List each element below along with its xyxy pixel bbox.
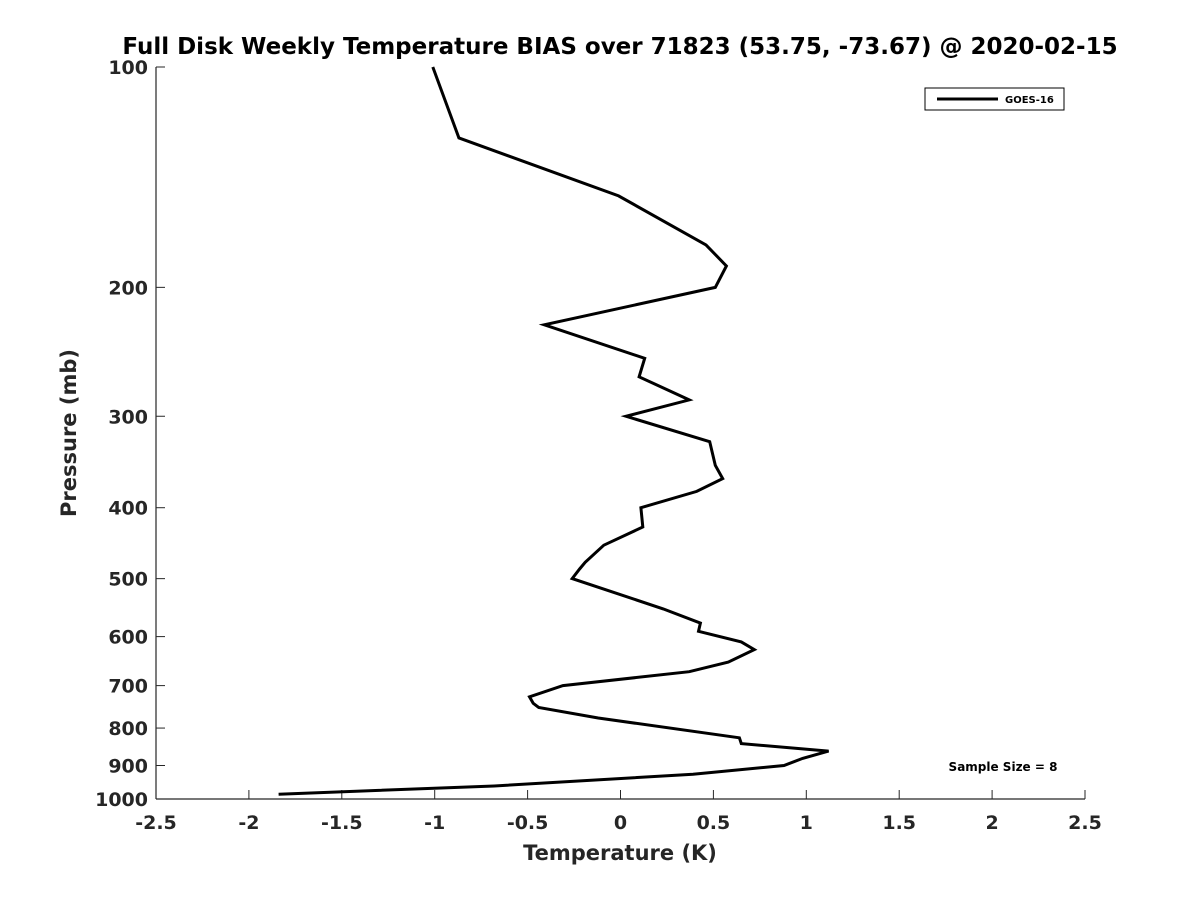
sample-size-annotation: Sample Size = 8: [949, 760, 1058, 774]
x-tick-label: 2.5: [1068, 812, 1102, 834]
y-tick-label: 100: [108, 57, 148, 79]
x-axis-label: Temperature (K): [523, 841, 717, 865]
y-tick-label: 500: [108, 569, 148, 591]
y-tick-label: 600: [108, 627, 148, 649]
x-tick-label: -2: [238, 812, 259, 834]
legend-label-goes-16: GOES-16: [1005, 95, 1054, 106]
x-tick-label: 0.5: [697, 812, 731, 834]
x-tick-label: 0: [614, 812, 627, 834]
y-tick-label: 300: [108, 406, 148, 428]
x-tick-label: 1.5: [882, 812, 916, 834]
y-axis-ticks: 100 200 300 400 500 600 700 800 900 1000: [95, 57, 165, 811]
series-line-goes-16: [278, 66, 830, 796]
y-tick-label: 700: [108, 676, 148, 698]
x-tick-label: -2.5: [135, 812, 177, 834]
x-tick-label: 1: [800, 812, 813, 834]
x-axis-ticks: -2.5 -2 -1.5 -1 -0.5 0 0.5 1 1.5 2 2.5: [135, 790, 1102, 834]
y-tick-label: 1000: [95, 789, 148, 811]
y-axis-label: Pressure (mb): [57, 349, 81, 517]
y-tick-label: 900: [108, 756, 148, 778]
y-tick-label: 200: [108, 277, 148, 299]
x-tick-label: -1: [424, 812, 445, 834]
x-tick-label: -1.5: [321, 812, 363, 834]
y-tick-label: 400: [108, 498, 148, 520]
legend: GOES-16: [924, 87, 1065, 111]
chart-title: Full Disk Weekly Temperature BIAS over 7…: [122, 34, 1117, 60]
x-tick-label: 2: [985, 812, 998, 834]
y-tick-label: 800: [108, 718, 148, 740]
x-tick-label: -0.5: [507, 812, 549, 834]
series-layer: [278, 66, 830, 796]
